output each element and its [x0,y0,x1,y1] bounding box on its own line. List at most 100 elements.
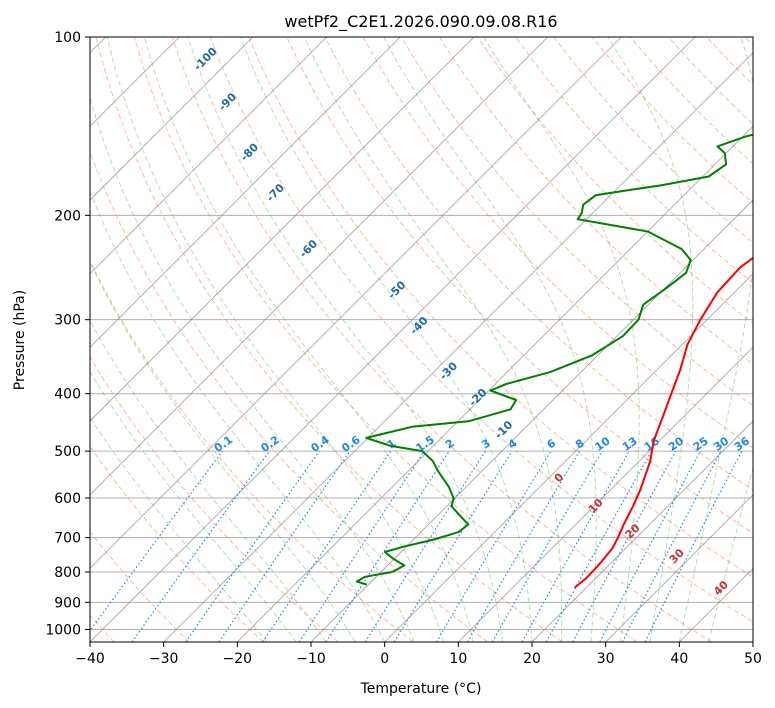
isotherm-line [163,52,753,642]
isotherm-line [90,37,254,201]
dry-adiabat-line [400,37,753,407]
y-tick-label: 400 [54,387,81,403]
isotherm-line [752,641,753,642]
moist-adiabat-line [708,466,753,642]
moist-adiabat-label: -70 [264,181,287,204]
dry-adiabat-line [90,531,190,642]
moist-adiabat-line [678,37,753,642]
pressure-gridlines [90,36,753,630]
mixing-ratio-lines [90,450,743,642]
y-tick-label: 500 [54,444,81,460]
isotherm-line [90,37,696,642]
moist-adiabat-line [90,189,386,642]
sounding-series [355,133,753,589]
moist-adiabat-label: -100 [191,44,220,73]
temperature-profile [573,256,753,589]
x-tick-label: 20 [523,651,541,667]
mixing-ratio-line [131,450,270,642]
moist-adiabat-line [143,37,474,642]
dry-adiabat-label: 10 [586,496,606,516]
dry-adiabat-line [591,37,753,204]
moist-adiabat-line [482,37,640,642]
mixing-ratio-label: 0.6 [339,433,363,455]
mixing-ratio-label: 0.1 [212,433,235,455]
isotherm-line [90,37,622,569]
isotherm-line [90,37,548,496]
mixing-ratio-line [644,450,743,642]
dry-adiabat-line [324,37,753,491]
dry-adiabat-line [90,259,414,642]
dry-adiabat-line [90,150,488,642]
y-tick-label: 100 [54,30,81,46]
dry-adiabat-line [744,37,753,47]
x-axis-ticks: −40 −30 −20 −10 0 10 20 30 40 50 [75,642,762,667]
mixing-ratio-label: 1.5 [413,433,436,455]
dry-adiabat-line [438,37,753,366]
mixing-ratio-label: 2 [443,437,457,452]
mixing-ratio-label: 6 [545,436,559,451]
isotherm-line [90,37,327,275]
moist-adiabat-line [239,37,533,642]
mixing-ratio-label: 4 [506,436,520,451]
mixing-ratio-line [545,450,653,642]
plot-frame [89,36,754,643]
x-tick-label: 0 [380,651,389,667]
isotherm-line [458,346,753,642]
x-tick-label: −40 [75,651,105,667]
y-tick-label: 900 [54,595,81,611]
moist-adiabat-label: -50 [385,278,408,301]
x-tick-label: −20 [223,651,253,667]
isotherm-line [310,199,753,642]
y-axis-ticks: 1000 900 800 700 600 500 400 300 200 100 [45,30,90,638]
dry-adiabat-lines [90,37,753,642]
mixing-ratio-line [185,450,320,642]
isotherm-line [605,494,753,642]
moist-adiabat-line [187,37,503,642]
x-axis-label: Temperature (°C) [360,681,482,697]
background-lines [90,37,753,642]
moist-adiabat-line [303,37,563,642]
mixing-ratio-line [298,450,425,642]
y-tick-label: 300 [54,313,81,329]
dry-adiabat-label: 20 [623,521,643,541]
dry-adiabat-line [515,37,753,284]
mixing-ratio-line [599,450,702,642]
mixing-ratio-line [90,450,223,632]
x-tick-label: 50 [744,651,762,667]
y-tick-label: 600 [54,491,81,507]
dry-adiabat-line [248,37,753,578]
y-tick-label: 1000 [45,622,81,638]
dry-adiabat-line [668,37,753,125]
mixing-ratio-label: 3 [479,437,493,452]
moist-adiabat-line [90,416,268,642]
isotherm-line [531,420,753,642]
dry-adiabat-line [90,445,264,642]
dry-adiabat-line [362,37,753,449]
x-tick-label: −10 [296,651,326,667]
dry-adiabat-line [95,37,563,642]
dry-adiabat-line [706,37,753,86]
moist-adiabat-line [90,319,327,642]
dry-adiabat-line [171,37,712,642]
moist-adiabat-label: -40 [407,314,430,337]
isotherm-line [90,37,401,348]
y-axis-label: Pressure (hPa) [12,290,28,390]
moist-adiabat-label: -80 [238,140,261,163]
x-tick-label: 10 [449,651,467,667]
moist-adiabat-label: -20 [466,386,489,409]
chart-title: wetPf2_C2E1.2026.090.09.08.R16 [284,12,557,32]
moist-adiabat-line [383,37,597,642]
mixing-ratio-line [218,450,351,642]
isotherm-line [90,37,475,422]
mixing-ratio-line [521,450,631,642]
dry-adiabat-line [210,37,753,623]
y-tick-label: 700 [54,531,81,547]
dry-adiabat-label: 40 [711,578,731,598]
mixing-ratio-line [262,450,392,642]
isotherm-line [679,567,753,642]
moist-adiabat-lines [90,37,753,642]
x-tick-label: 40 [670,651,688,667]
moist-adiabat-line [106,37,445,642]
mixing-ratio-line [393,450,513,642]
